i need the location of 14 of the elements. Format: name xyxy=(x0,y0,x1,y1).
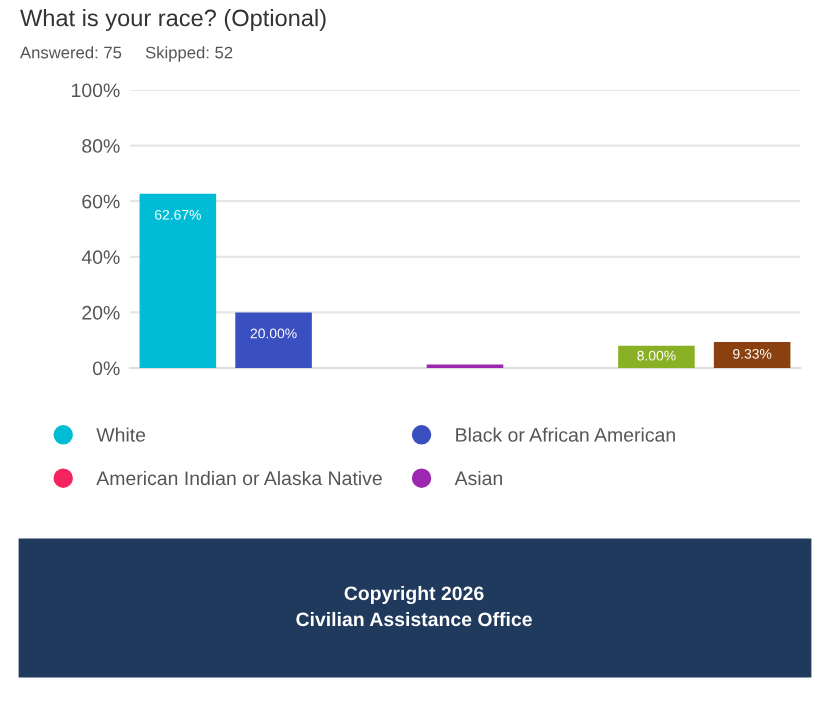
text: Civilian Assistance Office xyxy=(296,611,532,627)
text: Copyright 2026 xyxy=(344,585,484,605)
y-tick-label: 100% xyxy=(72,83,120,98)
y-tick-label: 80% xyxy=(82,139,120,153)
chart-subtitle: Answered: 75 Skipped: 52 xyxy=(20,46,233,62)
y-tick-label: 40% xyxy=(81,250,120,265)
chart-title: What is your race? (Optional) xyxy=(20,9,326,31)
legend-label: Asian xyxy=(454,470,502,486)
y-tick-label: 0% xyxy=(92,361,120,376)
legend-label: American Indian or Alaska Native xyxy=(96,470,382,486)
y-tick-label: 60% xyxy=(82,194,120,209)
legend-label: Black or African American xyxy=(456,427,675,442)
y-tick-label: 20% xyxy=(82,305,120,320)
legend-label: White xyxy=(96,427,146,442)
